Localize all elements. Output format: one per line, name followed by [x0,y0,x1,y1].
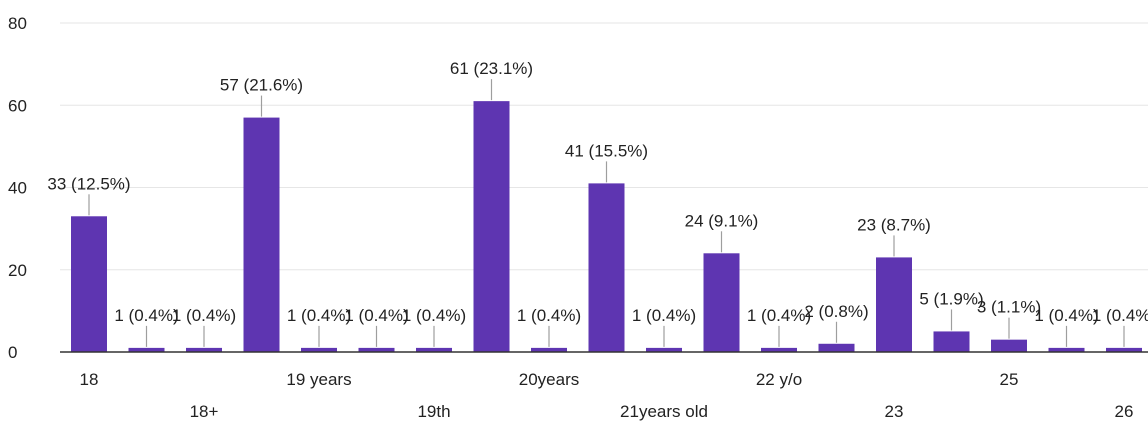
data-label: 23 (8.7%) [857,215,931,234]
bar [876,257,912,352]
data-label: 1 (0.4%) [632,306,696,325]
data-label: 1 (0.4%) [1092,306,1148,325]
data-label: 3 (1.1%) [977,298,1041,317]
x-tick-label: 26 [1115,402,1134,421]
x-tick-label: 25 [1000,370,1019,389]
data-label: 1 (0.4%) [344,306,408,325]
x-tick-label: 23 [885,402,904,421]
y-tick-label: 20 [8,261,27,280]
data-label: 1 (0.4%) [287,306,351,325]
bar [588,183,625,352]
bar [991,339,1027,352]
y-tick-label: 60 [8,96,27,115]
data-label: 41 (15.5%) [565,141,648,160]
x-tick-label: 20years [519,370,579,389]
bar [761,347,797,352]
data-label: 2 (0.8%) [804,302,868,321]
data-label: 1 (0.4%) [747,306,811,325]
bars [71,101,1142,353]
x-tick-label: 22 y/o [756,370,802,389]
y-tick-label: 80 [8,14,27,33]
data-label: 1 (0.4%) [114,306,178,325]
bar [243,117,280,353]
x-tick-label: 21years old [620,402,708,421]
bar [818,343,855,352]
y-tick-label: 40 [8,179,27,198]
y-tick-label: 0 [8,343,17,362]
data-label: 1 (0.4%) [402,306,466,325]
x-tick-label: 18+ [190,402,219,421]
x-tick-label: 19th [417,402,450,421]
x-tick-label: 18 [80,370,99,389]
data-labels: 33 (12.5%)1 (0.4%)1 (0.4%)57 (21.6%)1 (0… [47,59,1148,325]
bar [646,347,682,352]
data-label: 24 (9.1%) [685,211,759,230]
bar [301,347,337,352]
data-label: 57 (21.6%) [220,76,303,95]
y-axis-ticks: 0 20 40 60 80 [8,14,27,362]
x-axis-ticks: 18 18+ 19 years 19th 20years 21years old 22 y/… [80,370,1134,421]
bar [186,347,222,352]
x-tick-label: 19 years [286,370,351,389]
bar [1106,347,1142,352]
bar [933,331,970,352]
bar [71,216,107,352]
bar [473,101,510,352]
data-label: 1 (0.4%) [517,306,581,325]
data-label: 61 (23.1%) [450,59,533,78]
bar [703,253,740,352]
bar [1048,347,1085,352]
bar [358,347,395,352]
bar [531,347,567,352]
data-label: 1 (0.4%) [172,306,236,325]
data-label: 1 (0.4%) [1034,306,1098,325]
data-label: 5 (1.9%) [919,289,983,308]
label-leaders [88,79,1125,347]
data-label: 33 (12.5%) [47,174,130,193]
bar [416,347,452,352]
bar [128,347,165,352]
